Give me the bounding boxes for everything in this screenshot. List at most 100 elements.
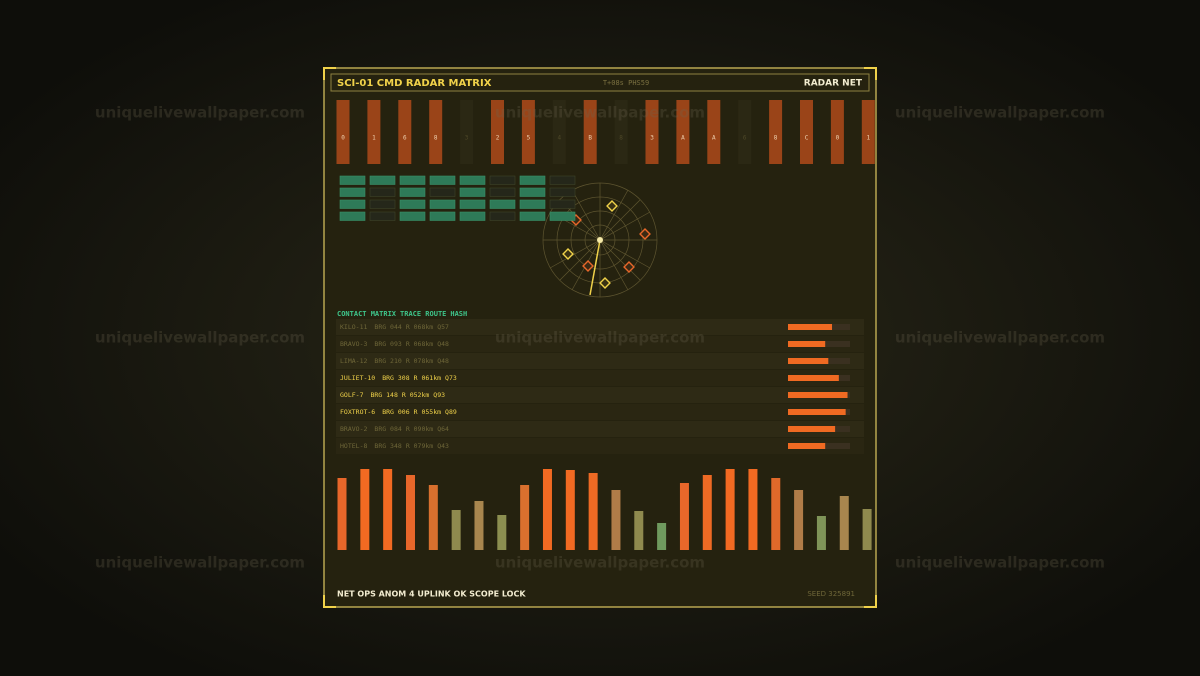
corner-brackets bbox=[323, 67, 877, 608]
strip-cell bbox=[429, 100, 443, 164]
level-bar bbox=[702, 475, 712, 550]
contact-range: R 068km bbox=[406, 340, 433, 348]
matrix-cell bbox=[489, 211, 516, 221]
matrix-cell bbox=[339, 175, 366, 185]
tab[interactable]: HASH bbox=[450, 310, 467, 318]
contact-q: Q43 bbox=[437, 442, 449, 450]
header-title: SCI-01 CMD RADAR MATRIX bbox=[337, 78, 492, 89]
contact-q: Q64 bbox=[437, 425, 449, 433]
contact-bar bbox=[788, 426, 836, 432]
matrix-cell bbox=[489, 187, 516, 197]
contact-q: Q48 bbox=[437, 357, 449, 365]
strip-char: 0 bbox=[836, 135, 840, 142]
matrix-cell bbox=[339, 199, 366, 209]
matrix-cell bbox=[369, 199, 396, 209]
strip-cell bbox=[336, 100, 350, 164]
contact-row bbox=[336, 438, 864, 454]
matrix-cell bbox=[519, 211, 546, 221]
strip-cell bbox=[645, 100, 659, 164]
matrix-cell bbox=[399, 187, 426, 197]
level-bar bbox=[497, 515, 507, 550]
contact-bar bbox=[788, 341, 826, 347]
matrix-cell bbox=[399, 175, 426, 185]
strip-char: 6 bbox=[403, 135, 407, 142]
contact-name: JULIET-10 bbox=[340, 374, 375, 382]
contact-range: R 061km bbox=[414, 374, 441, 382]
level-bar bbox=[337, 478, 347, 550]
contact-range: R 078km bbox=[406, 357, 433, 365]
contact-name: HOTEL-8 bbox=[340, 442, 367, 450]
level-bar bbox=[451, 510, 461, 550]
tab[interactable]: CONTACT MATRIX bbox=[337, 310, 397, 318]
strip-cell bbox=[552, 100, 566, 164]
contact-row bbox=[336, 421, 864, 437]
matrix-cell bbox=[459, 187, 486, 197]
radar bbox=[542, 182, 658, 298]
contact-brg: BRG 210 bbox=[374, 357, 401, 365]
contact-brg: BRG 044 bbox=[374, 323, 401, 331]
matrix-cell bbox=[429, 211, 456, 221]
strip-cell bbox=[676, 100, 690, 164]
matrix-cell bbox=[549, 199, 576, 209]
watermark: uniquelivewallpaper.com bbox=[495, 329, 705, 347]
level-bar bbox=[725, 469, 735, 550]
contact-range: R 055km bbox=[414, 408, 441, 416]
watermark: uniquelivewallpaper.com bbox=[95, 329, 305, 347]
matrix-cell bbox=[369, 187, 396, 197]
contact-range: R 079km bbox=[406, 442, 433, 450]
strip-char: A bbox=[681, 135, 685, 142]
level-bar bbox=[565, 470, 575, 550]
strip-cell bbox=[769, 100, 783, 164]
contact-row bbox=[336, 387, 864, 403]
watermark: uniquelivewallpaper.com bbox=[895, 554, 1105, 572]
contact-name: FOXTROT-6 bbox=[340, 408, 375, 416]
contact-brg: BRG 308 bbox=[382, 374, 409, 382]
watermark: uniquelivewallpaper.com bbox=[95, 554, 305, 572]
level-bar bbox=[428, 485, 438, 550]
level-bar bbox=[839, 496, 849, 550]
strip-cell bbox=[861, 100, 875, 164]
contact-bar bbox=[788, 443, 826, 449]
contact-name: LIMA-12 bbox=[340, 357, 367, 365]
strip-char: A bbox=[712, 135, 716, 142]
level-bar bbox=[383, 469, 393, 550]
contact-row bbox=[336, 404, 864, 420]
matrix-cell bbox=[549, 187, 576, 197]
strip-cell bbox=[800, 100, 813, 164]
level-bar bbox=[360, 469, 370, 550]
contact-bar bbox=[788, 358, 829, 364]
contact-q: Q73 bbox=[445, 374, 457, 382]
strip-cell bbox=[491, 100, 504, 164]
matrix-cell bbox=[459, 211, 486, 221]
contact-brg: BRG 093 bbox=[374, 340, 401, 348]
strip-cell bbox=[521, 100, 535, 164]
strip-char: 3 bbox=[650, 135, 654, 142]
contact-bar bbox=[788, 409, 846, 415]
contact-row bbox=[336, 319, 864, 335]
contact-name: BRAVO-2 bbox=[340, 425, 367, 433]
contact-range: R 090km bbox=[406, 425, 433, 433]
level-bar bbox=[611, 490, 621, 550]
strip-char: 0 bbox=[341, 135, 345, 142]
matrix-cell bbox=[459, 175, 486, 185]
contact-brg: BRG 006 bbox=[382, 408, 409, 416]
strip-cell bbox=[460, 100, 474, 164]
level-bar bbox=[474, 501, 484, 550]
watermark: uniquelivewallpaper.com bbox=[495, 104, 705, 122]
level-bar bbox=[748, 469, 758, 550]
contact-name: BRAVO-3 bbox=[340, 340, 367, 348]
strip-char: 8 bbox=[774, 135, 778, 142]
level-bar bbox=[862, 509, 872, 550]
strip-char: 5 bbox=[527, 135, 531, 142]
contact-brg: BRG 148 bbox=[370, 391, 397, 399]
matrix-cell bbox=[369, 175, 396, 185]
matrix-cell bbox=[489, 199, 516, 209]
contact-range: R 068km bbox=[406, 323, 433, 331]
matrix-cell bbox=[429, 199, 456, 209]
tab[interactable]: TRACE ROUTE bbox=[400, 310, 446, 318]
contact-q: Q89 bbox=[445, 408, 457, 416]
strip-char: 2 bbox=[496, 135, 500, 142]
contact-row bbox=[336, 370, 864, 386]
